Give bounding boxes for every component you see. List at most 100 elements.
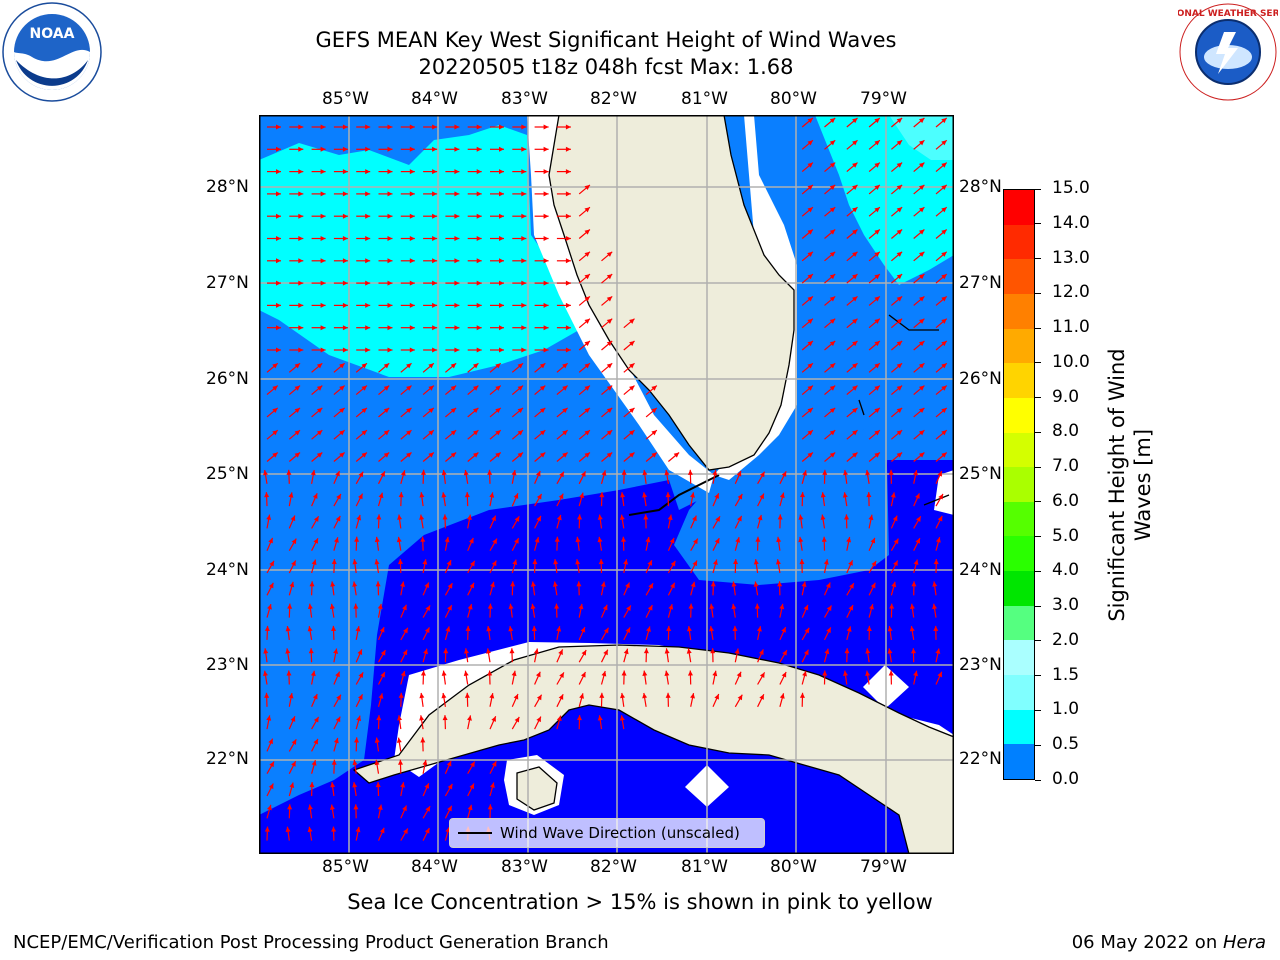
lon-label-bottom: 81°W	[681, 857, 728, 877]
wave-direction-arrowhead	[559, 672, 564, 678]
wave-direction-arrowhead	[508, 626, 514, 632]
wave-direction-arrowhead	[264, 492, 270, 498]
wave-direction-arrowhead	[447, 805, 452, 812]
wave-direction-arrowhead	[298, 169, 304, 175]
wave-direction-arrowhead	[491, 761, 497, 767]
wave-direction-arrowhead	[918, 251, 925, 257]
wave-direction-arrowhead	[425, 806, 431, 812]
wave-direction-arrowhead	[820, 492, 826, 498]
colorbar	[1003, 189, 1035, 780]
wave-direction-arrowhead	[852, 385, 858, 391]
wave-direction-arrowhead	[365, 347, 371, 353]
wave-direction-arrowhead	[755, 536, 761, 542]
wave-direction-arrowhead	[669, 537, 675, 544]
wave-direction-arrowhead	[272, 407, 278, 414]
lat-label-right: 23°N	[959, 655, 1002, 675]
wave-direction-arrowhead	[918, 318, 925, 324]
wave-direction-arrowhead	[342, 236, 348, 241]
wave-direction-arrowhead	[400, 470, 406, 476]
wave-direction-arrowhead	[620, 692, 626, 699]
wave-direction-arrowhead	[387, 302, 393, 308]
wave-direction-arrowhead	[646, 626, 651, 632]
wave-direction-arrowhead	[476, 302, 482, 308]
wave-direction-arrowhead	[543, 236, 549, 241]
legend-line-swatch	[458, 832, 492, 834]
wave-direction-arrowhead	[339, 430, 345, 436]
wave-direction-arrowhead	[355, 626, 361, 632]
wave-direction-arrowhead	[358, 672, 364, 678]
wave-direction-arrowhead	[710, 648, 716, 654]
wave-direction-arrowhead	[664, 670, 670, 677]
wave-direction-arrowhead	[737, 515, 742, 522]
wave-direction-arrowhead	[409, 347, 415, 353]
colorbar-segment	[1004, 397, 1034, 434]
wave-direction-arrowhead	[450, 407, 457, 414]
wave-direction-arrowhead	[276, 302, 281, 308]
colorbar-tick-label: 0.5	[1052, 734, 1080, 755]
wave-direction-arrowhead	[848, 605, 854, 611]
wave-direction-arrowhead	[647, 605, 653, 611]
wave-direction-arrowhead	[606, 363, 613, 369]
wave-direction-arrowhead	[534, 537, 540, 543]
wave-direction-arrowhead	[556, 514, 562, 521]
wave-direction-arrowhead	[263, 648, 269, 654]
wave-direction-arrowhead	[759, 471, 765, 478]
wave-direction-arrowhead	[759, 672, 765, 678]
wave-direction-arrowhead	[378, 492, 384, 499]
wave-direction-arrowhead	[642, 469, 648, 476]
lon-label-top: 82°W	[590, 89, 637, 109]
wave-direction-arrowhead	[918, 341, 925, 347]
wave-direction-arrowhead	[690, 693, 695, 699]
wave-direction-arrowhead	[387, 325, 393, 331]
wave-direction-arrowhead	[499, 258, 504, 264]
wave-direction-arrowhead	[387, 213, 393, 219]
wave-direction-arrowhead	[442, 514, 448, 520]
wave-direction-arrowhead	[896, 274, 903, 280]
wave-direction-arrowhead	[913, 470, 918, 476]
wave-direction-arrowhead	[495, 452, 501, 458]
wave-direction-arrowhead	[266, 715, 272, 721]
colorbar-tick-mark	[1035, 292, 1041, 294]
wave-direction-arrowhead	[530, 603, 536, 610]
wave-direction-arrowhead	[352, 782, 358, 788]
wave-direction-arrowhead	[268, 783, 274, 790]
wave-direction-arrowhead	[577, 514, 583, 520]
wave-direction-arrowhead	[852, 118, 858, 124]
wave-direction-arrowhead	[313, 716, 319, 723]
wave-direction-arrowhead	[264, 625, 270, 632]
wave-direction-arrowhead	[422, 759, 428, 766]
wave-direction-arrowhead	[688, 603, 694, 609]
wave-direction-arrowhead	[342, 347, 348, 353]
wave-direction-arrowhead	[822, 469, 828, 475]
wave-direction-arrowhead	[365, 258, 371, 264]
wave-direction-arrowhead	[896, 407, 903, 414]
wave-direction-arrowhead	[288, 693, 294, 699]
colorbar-tick-label: 1.5	[1052, 664, 1080, 685]
wave-direction-arrowhead	[445, 626, 451, 632]
wave-direction-arrowhead	[316, 385, 323, 391]
wave-direction-arrowhead	[499, 213, 504, 219]
wave-direction-arrowhead	[598, 559, 604, 565]
wave-direction-arrowhead	[533, 648, 539, 654]
wave-direction-arrowhead	[419, 514, 425, 520]
wave-direction-arrowhead	[565, 146, 571, 152]
wave-direction-arrowhead	[342, 302, 348, 308]
wave-direction-arrowhead	[409, 258, 415, 264]
wave-direction-arrowhead	[543, 280, 549, 286]
wave-direction-arrowhead	[581, 471, 586, 477]
wave-direction-arrowhead	[276, 325, 281, 331]
wave-direction-arrowhead	[276, 124, 281, 130]
wave-direction-arrowhead	[308, 648, 314, 654]
wave-direction-arrowhead	[626, 605, 631, 612]
wave-direction-arrowhead	[543, 169, 549, 175]
wave-direction-arrowhead	[665, 692, 671, 698]
wave-direction-arrowhead	[309, 782, 315, 788]
wave-direction-arrowhead	[690, 581, 696, 588]
wave-direction-arrowhead	[361, 363, 367, 369]
lat-label-left: 26°N	[206, 369, 249, 389]
wave-direction-arrowhead	[469, 783, 474, 790]
wave-direction-arrowhead	[887, 648, 893, 654]
wave-direction-arrowhead	[331, 759, 337, 765]
wave-direction-arrowhead	[915, 538, 920, 544]
noaa-logo: NOAA	[2, 2, 102, 102]
